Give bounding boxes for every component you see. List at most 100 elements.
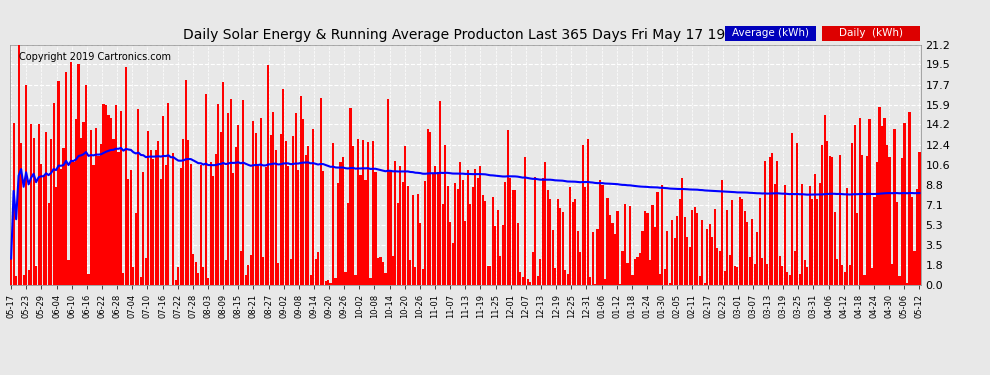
Bar: [604, 279, 606, 285]
Bar: [732, 200, 734, 285]
Bar: [417, 194, 419, 285]
Bar: [62, 148, 64, 285]
Bar: [446, 186, 448, 285]
Bar: [584, 187, 586, 285]
Bar: [25, 85, 27, 285]
Bar: [532, 252, 534, 285]
Bar: [67, 260, 69, 285]
Bar: [364, 180, 366, 285]
Bar: [330, 284, 332, 285]
Bar: [801, 184, 803, 285]
Bar: [906, 283, 908, 285]
Bar: [143, 172, 145, 285]
Bar: [871, 268, 873, 285]
Bar: [651, 205, 653, 285]
Bar: [227, 113, 230, 285]
Bar: [182, 140, 184, 285]
Bar: [57, 81, 59, 285]
Bar: [691, 210, 693, 285]
Bar: [868, 119, 870, 285]
Bar: [335, 278, 337, 285]
Bar: [771, 153, 773, 285]
Bar: [509, 178, 511, 285]
Bar: [661, 185, 663, 285]
Title: Daily Solar Energy & Running Average Producton Last 365 Days Fri May 17 19:32: Daily Solar Energy & Running Average Pro…: [183, 28, 747, 42]
Bar: [264, 167, 266, 285]
Bar: [758, 198, 760, 285]
Bar: [107, 114, 110, 285]
Bar: [701, 220, 704, 285]
Bar: [118, 152, 120, 285]
Bar: [629, 206, 631, 285]
Bar: [624, 204, 626, 285]
Bar: [891, 264, 893, 285]
Bar: [337, 183, 340, 285]
Bar: [202, 267, 204, 285]
Bar: [52, 103, 54, 285]
Bar: [28, 270, 30, 285]
Bar: [205, 94, 207, 285]
Bar: [576, 231, 578, 285]
Bar: [409, 260, 412, 285]
Text: Daily  (kWh): Daily (kWh): [839, 28, 903, 38]
Bar: [671, 220, 673, 285]
Bar: [853, 124, 855, 285]
Bar: [784, 185, 786, 285]
Bar: [834, 212, 836, 285]
Bar: [766, 264, 768, 285]
Bar: [120, 111, 122, 285]
Bar: [145, 258, 147, 285]
Text: Average (kWh): Average (kWh): [732, 28, 809, 38]
Bar: [559, 208, 561, 285]
Bar: [589, 277, 591, 285]
Bar: [18, 45, 20, 285]
Bar: [896, 202, 898, 285]
Bar: [743, 211, 745, 285]
Bar: [135, 213, 137, 285]
Bar: [287, 166, 289, 285]
Bar: [430, 132, 432, 285]
Bar: [751, 219, 753, 285]
Bar: [753, 264, 755, 285]
Bar: [796, 143, 798, 285]
Bar: [821, 145, 824, 285]
Bar: [310, 275, 312, 285]
Bar: [75, 119, 77, 285]
Bar: [861, 155, 863, 285]
Bar: [535, 177, 537, 285]
Bar: [238, 124, 240, 285]
Bar: [38, 124, 40, 285]
Bar: [883, 118, 886, 285]
Bar: [706, 229, 709, 285]
FancyBboxPatch shape: [823, 26, 920, 41]
Bar: [639, 253, 642, 285]
Bar: [888, 157, 891, 285]
Bar: [200, 165, 202, 285]
Bar: [873, 197, 875, 285]
Bar: [325, 281, 327, 285]
Bar: [574, 199, 576, 285]
Bar: [637, 257, 639, 285]
Bar: [729, 255, 731, 285]
Bar: [799, 274, 801, 285]
Bar: [839, 155, 841, 285]
Bar: [886, 145, 888, 285]
Bar: [292, 136, 294, 285]
Bar: [722, 180, 724, 285]
Bar: [48, 203, 50, 285]
Bar: [123, 273, 125, 285]
Bar: [269, 135, 271, 285]
Bar: [737, 267, 739, 285]
Bar: [70, 62, 72, 285]
Bar: [866, 156, 868, 285]
Bar: [469, 204, 471, 285]
Bar: [300, 96, 302, 285]
Bar: [95, 128, 97, 285]
Bar: [245, 274, 247, 285]
Bar: [648, 260, 651, 285]
Bar: [322, 171, 324, 285]
Bar: [80, 138, 82, 285]
Bar: [157, 141, 159, 285]
Bar: [82, 122, 84, 285]
Bar: [384, 273, 386, 285]
